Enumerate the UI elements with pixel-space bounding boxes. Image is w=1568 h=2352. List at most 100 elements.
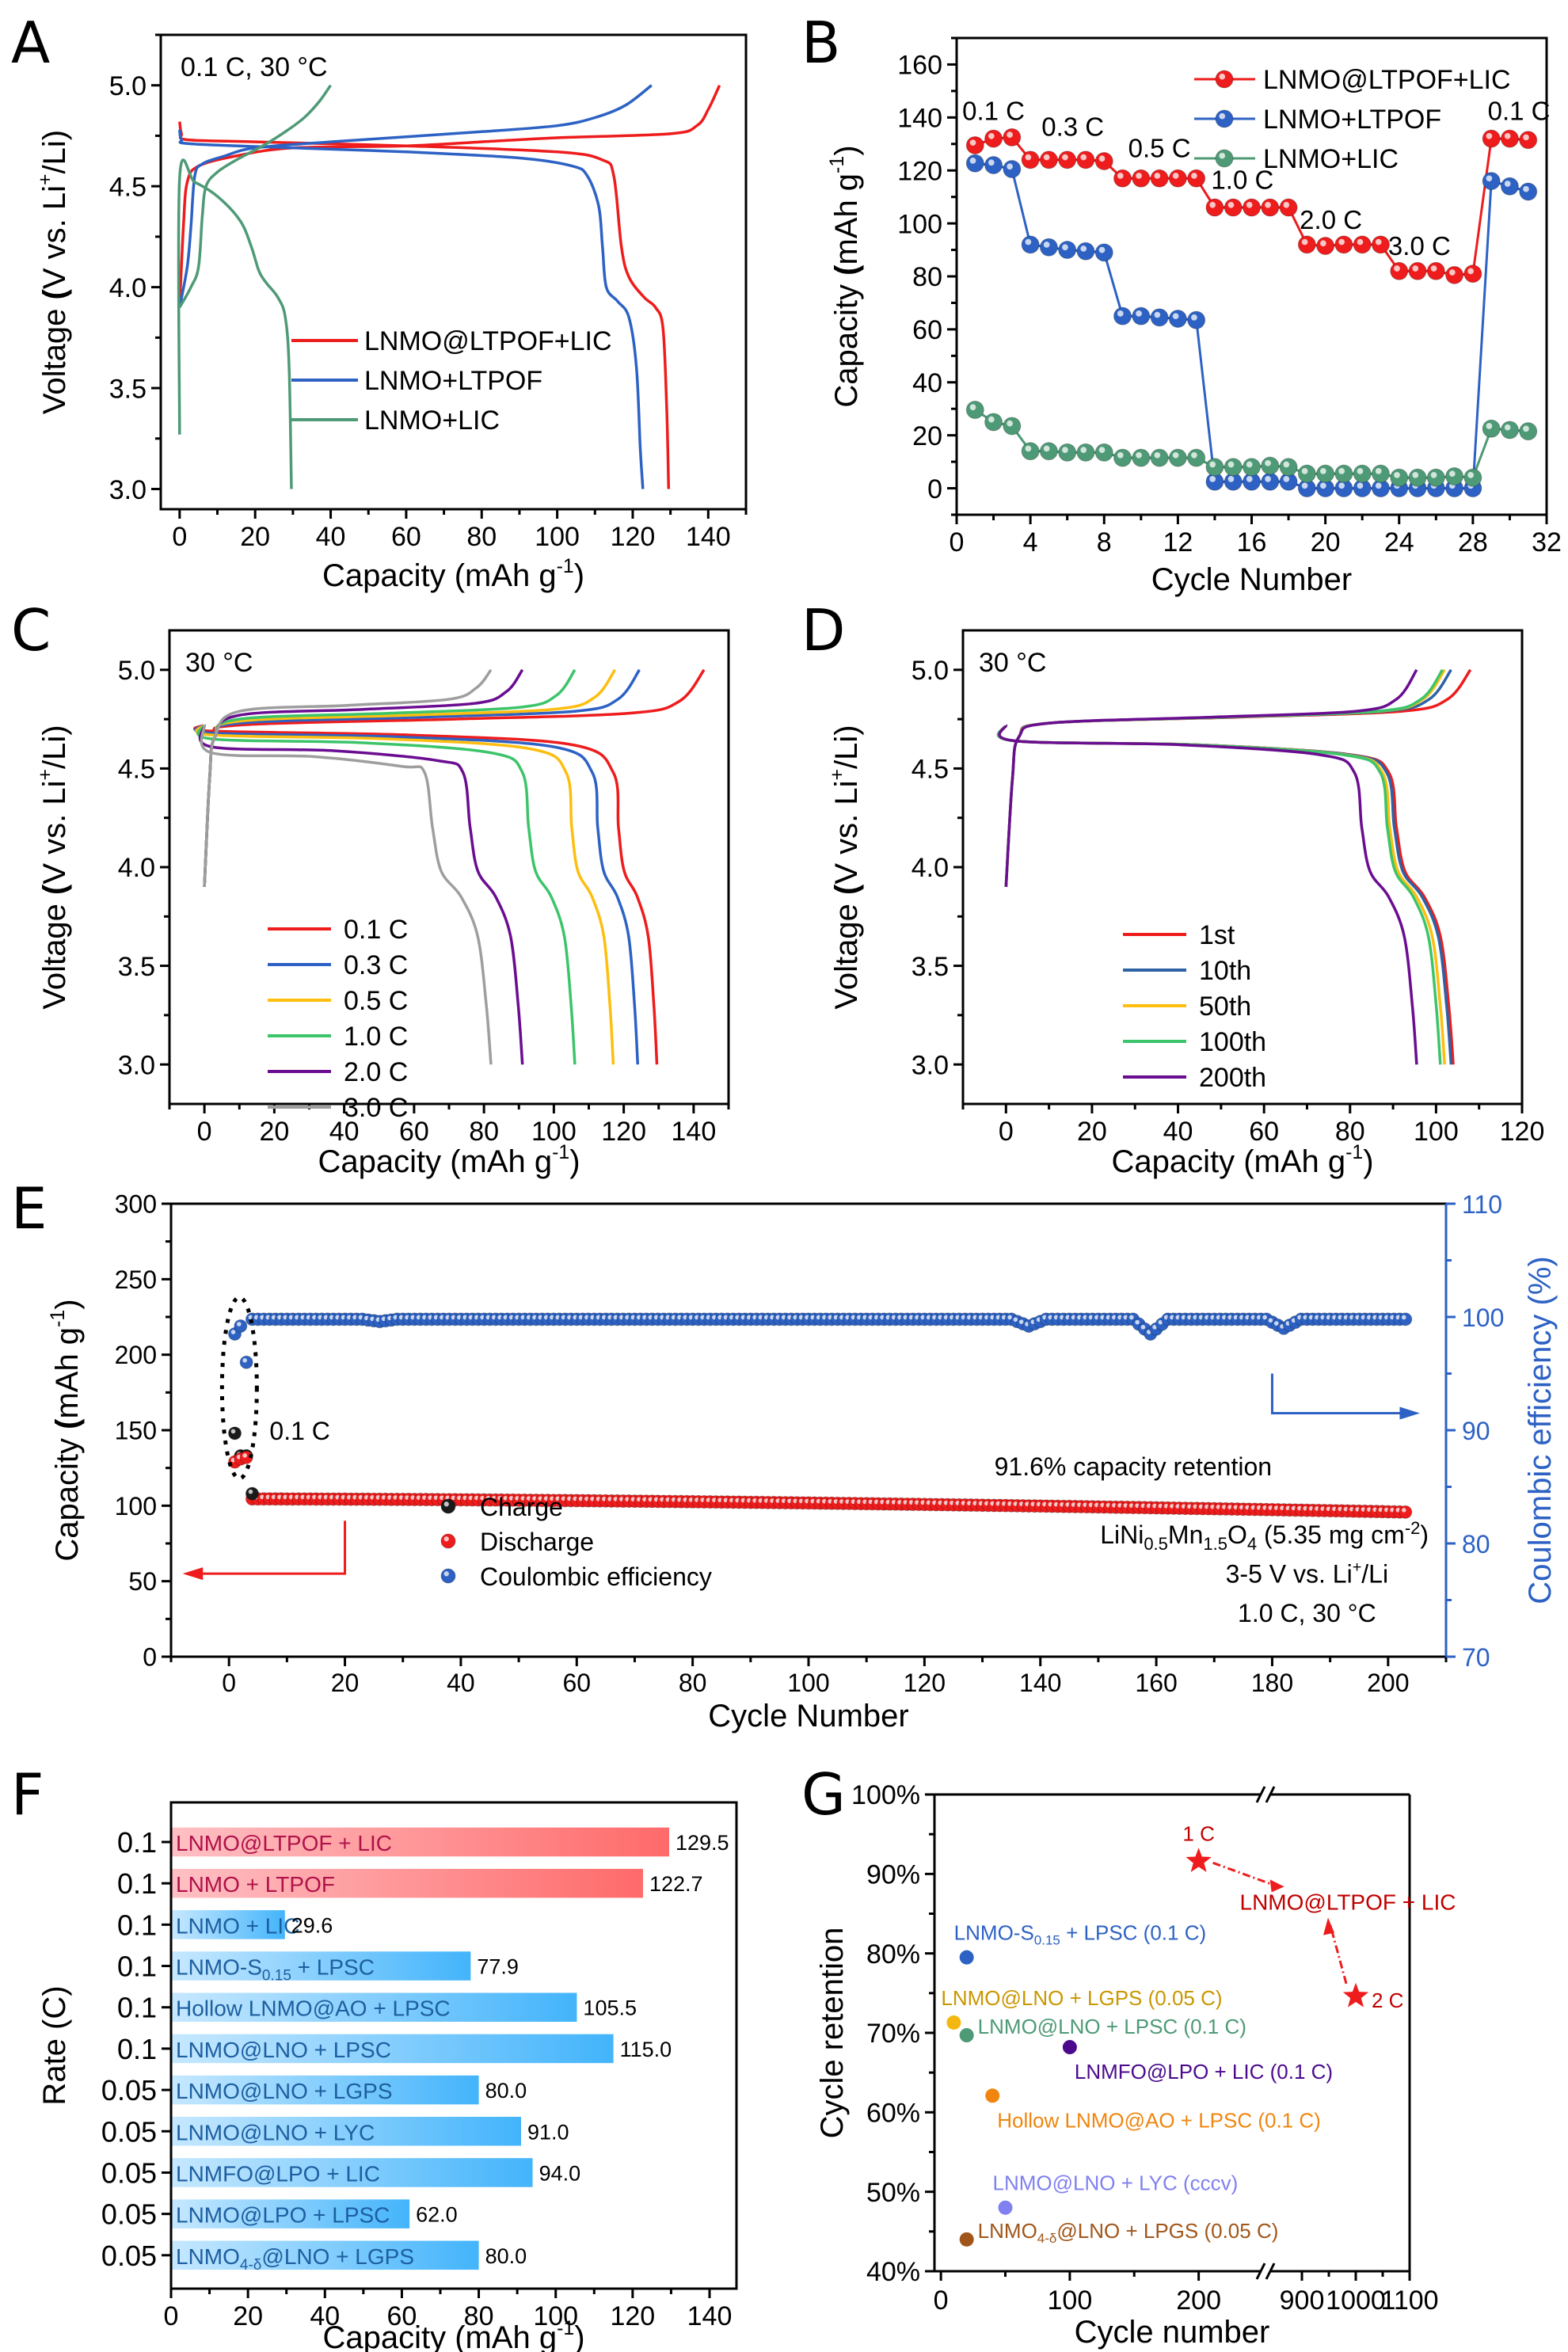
y-title-tail: ) bbox=[829, 145, 864, 155]
rate-label: 0.3 C bbox=[1041, 112, 1104, 142]
data-point-highlight bbox=[1357, 468, 1364, 474]
legend-marker bbox=[440, 1498, 456, 1514]
ce-point-highlight bbox=[1401, 1315, 1406, 1320]
y-tick-label: 20 bbox=[912, 421, 942, 451]
y-title-tail: /Li) bbox=[37, 725, 72, 769]
ce-point-highlight bbox=[1140, 1325, 1146, 1330]
data-point bbox=[1371, 479, 1390, 498]
data-point-highlight bbox=[1357, 482, 1364, 489]
data-point bbox=[1076, 150, 1095, 169]
x-tick-label: 140 bbox=[686, 522, 731, 552]
rate-label: 3.0 C bbox=[1388, 231, 1451, 261]
y-title-paren: ( bbox=[37, 288, 72, 299]
data-point bbox=[1500, 177, 1519, 196]
ce-point-highlight bbox=[1158, 1319, 1163, 1325]
data-point-body bbox=[1261, 198, 1280, 217]
data-point-body bbox=[1003, 160, 1022, 179]
data-point bbox=[1279, 458, 1298, 477]
bar-row: LNMO@LTPOF + LIC 129.5 0.1 bbox=[117, 1826, 729, 1859]
x-tick-label: 40 bbox=[310, 2301, 340, 2331]
y-tick-label: 4.5 bbox=[118, 755, 155, 785]
bar-row: LNMO@LNO + LGPS 80.0 0.05 bbox=[101, 2074, 527, 2107]
x-tick-label: 100 bbox=[535, 522, 580, 552]
data-point-highlight bbox=[1062, 447, 1068, 453]
bar-category-label: LNMO@LNO + LGPS bbox=[176, 2079, 393, 2103]
data-point-body bbox=[1463, 468, 1482, 487]
bar-label-main: LNMO + LIC bbox=[176, 1913, 299, 1938]
x-tick-label: 12 bbox=[1163, 527, 1193, 558]
voltage-range-annotation-sup: + bbox=[1353, 1558, 1362, 1576]
x-axis: 0 20 40 60 80 100 120 140 bbox=[172, 509, 748, 552]
data-point-highlight bbox=[1062, 154, 1068, 161]
bar-label-main: LNMO + LTPOF bbox=[176, 1872, 335, 1897]
x-axis-title-main: Capacity (mAh g bbox=[322, 2320, 557, 2352]
legend-label: 1.0 C bbox=[344, 1022, 408, 1052]
point-label: Hollow LNMO@AO + LPSC (0.1 C) bbox=[997, 2108, 1321, 2132]
series-charge-curve-0 bbox=[203, 668, 706, 887]
x-axis-title-sup: -1 bbox=[1345, 1142, 1363, 1163]
material-sup: -2 bbox=[1405, 1518, 1421, 1538]
data-point bbox=[998, 2200, 1013, 2215]
data-point-highlight bbox=[1301, 468, 1308, 474]
data-point-body bbox=[1297, 464, 1316, 483]
chart-d-cycling-voltage-profiles: 0 20 40 60 80 100 120 3.0 3.5 4.0 4.5 5.0 1st 10th 50t… bbox=[827, 629, 1544, 1179]
data-point-body bbox=[1039, 150, 1058, 169]
data-point bbox=[1021, 442, 1040, 461]
data-point-highlight bbox=[1283, 201, 1290, 208]
data-point-body bbox=[1279, 458, 1298, 477]
point-label: LNMO-S0.15 + LPSC (0.1 C) bbox=[954, 1921, 1206, 1948]
material-sub: 1.5 bbox=[1203, 1534, 1227, 1554]
x-axis-title: Cycle number bbox=[1075, 2315, 1270, 2350]
data-point-body bbox=[1500, 421, 1519, 440]
y-tick-label: 80% bbox=[866, 1939, 920, 1970]
data-point-body bbox=[1261, 472, 1280, 491]
x-tick-label: 80 bbox=[466, 522, 497, 552]
y-axis-title: Capacity (mAh g-1) bbox=[826, 145, 864, 407]
condition-annotation: 30 °C bbox=[979, 648, 1046, 678]
data-point bbox=[1445, 265, 1464, 284]
data-point-body bbox=[1371, 235, 1390, 254]
y-tick-label: 200 bbox=[115, 1341, 157, 1369]
y-tick-label: 150 bbox=[115, 1417, 157, 1445]
legend-label: Charge bbox=[480, 1493, 563, 1521]
data-point bbox=[1261, 472, 1280, 491]
bar-label-sub: 0.15 bbox=[262, 1968, 291, 1985]
bar bbox=[172, 1827, 669, 1857]
y-axis-title: Rate (C) bbox=[37, 1985, 72, 2105]
bar-category-label: LNMO@LNO + LYC bbox=[176, 2120, 375, 2145]
x-axis-title: Capacity (mAh g-1) bbox=[322, 2318, 584, 2352]
legend-label: 0.3 C bbox=[344, 950, 408, 980]
x-tick-label: 20 bbox=[331, 1669, 360, 1697]
data-point bbox=[984, 413, 1003, 432]
data-point-body bbox=[1168, 169, 1187, 188]
data-point-body bbox=[1224, 198, 1243, 217]
data-point-highlight bbox=[988, 132, 995, 139]
ce-point bbox=[234, 1319, 248, 1333]
y-tick-label: 3.5 bbox=[109, 374, 147, 404]
data-point bbox=[1243, 458, 1261, 477]
x-axis-title: Capacity (mAh g-1) bbox=[322, 556, 584, 593]
data-point-body bbox=[1519, 422, 1538, 441]
data-point-highlight bbox=[1154, 173, 1161, 179]
legend-label: 50th bbox=[1199, 991, 1251, 1022]
bar bbox=[172, 1992, 577, 2022]
data-point bbox=[1058, 443, 1077, 462]
data-point bbox=[959, 2232, 974, 2247]
rate-label: 0.1 C bbox=[962, 97, 1025, 126]
legend-label: Coulombic efficiency bbox=[480, 1562, 712, 1591]
data-point-highlight bbox=[969, 404, 976, 411]
y-tick-label: 3.0 bbox=[118, 1050, 155, 1080]
y-tick-label: 3.5 bbox=[118, 952, 155, 982]
ce-point-highlight bbox=[364, 1315, 369, 1321]
data-point-body bbox=[1113, 448, 1132, 467]
data-point-body bbox=[965, 401, 984, 420]
x-tick-label: 200 bbox=[1176, 2285, 1221, 2316]
series-charge-curve-5 bbox=[203, 668, 493, 887]
data-point bbox=[1279, 472, 1298, 491]
y-axis-title: Voltage (V vs. Li+/Li) bbox=[35, 130, 72, 414]
bar bbox=[172, 1910, 285, 1939]
data-point bbox=[1187, 448, 1206, 467]
data-point bbox=[1113, 306, 1132, 325]
series-discharge-curve-2 bbox=[177, 158, 293, 489]
data-point-body bbox=[1445, 467, 1464, 486]
